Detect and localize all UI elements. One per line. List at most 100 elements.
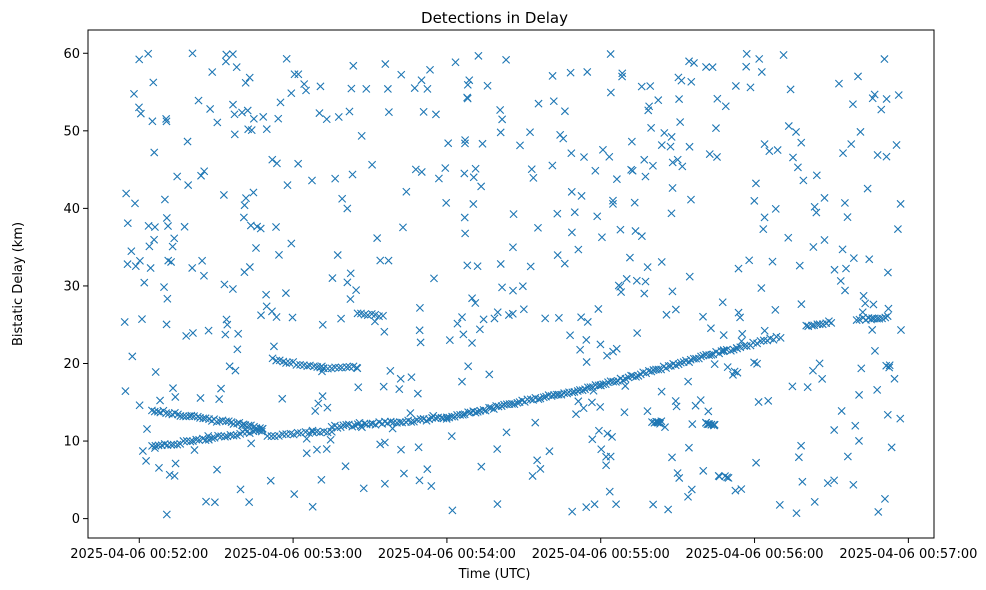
data-point <box>263 432 272 441</box>
data-point <box>843 213 852 222</box>
data-point <box>598 145 607 154</box>
data-point <box>395 418 404 427</box>
data-point <box>213 118 222 127</box>
data-point <box>485 403 494 412</box>
data-point <box>594 426 603 435</box>
data-point <box>633 329 642 338</box>
data-point <box>608 199 617 208</box>
data-point <box>317 475 326 484</box>
data-point <box>262 125 271 134</box>
data-point <box>509 286 517 295</box>
data-point <box>212 417 221 426</box>
data-point <box>857 364 866 373</box>
data-point <box>292 360 301 369</box>
data-point <box>597 233 606 242</box>
data-point <box>752 458 761 467</box>
data-point <box>830 265 839 274</box>
data-point <box>893 225 902 234</box>
data-point <box>548 71 557 80</box>
data-point <box>657 141 666 150</box>
data-point <box>426 65 435 74</box>
data-point <box>411 165 420 174</box>
data-point <box>314 399 323 408</box>
data-point <box>222 50 231 59</box>
data-point <box>406 409 415 418</box>
data-point <box>233 419 242 428</box>
data-point <box>193 412 202 421</box>
data-point <box>841 286 850 295</box>
data-point <box>131 262 140 271</box>
data-point <box>388 424 397 433</box>
data-point <box>276 98 285 107</box>
data-point <box>498 115 507 124</box>
data-point <box>577 191 586 200</box>
data-point <box>840 198 849 207</box>
data-point <box>283 181 292 190</box>
data-point <box>256 224 265 233</box>
data-point <box>759 225 768 234</box>
data-point <box>220 432 229 441</box>
data-point <box>668 287 677 296</box>
data-point <box>815 320 824 329</box>
data-point <box>710 360 719 369</box>
data-point <box>631 227 640 236</box>
data-point <box>245 498 254 507</box>
data-point <box>417 167 426 176</box>
data-point <box>184 181 193 190</box>
x-tick-label: 2025-04-06 00:54:00 <box>378 547 516 562</box>
y-tick-label: 60 <box>63 47 80 62</box>
data-point <box>646 82 655 91</box>
data-point <box>634 371 643 380</box>
y-tick-label: 20 <box>63 357 80 372</box>
data-point <box>460 213 469 222</box>
data-point <box>160 195 169 204</box>
data-point <box>737 485 746 494</box>
data-point <box>239 213 248 222</box>
data-point <box>706 324 715 333</box>
data-point <box>742 49 751 58</box>
data-point <box>444 139 453 148</box>
data-point <box>643 407 652 416</box>
data-point <box>459 330 468 339</box>
data-point <box>640 155 649 164</box>
data-point <box>548 161 557 170</box>
data-point <box>214 431 223 440</box>
data-point <box>578 386 587 395</box>
data-point <box>334 113 343 121</box>
data-point <box>259 112 268 121</box>
data-point <box>668 453 676 462</box>
data-point <box>226 430 235 439</box>
data-point <box>471 164 480 173</box>
data-point <box>416 338 425 347</box>
data-point <box>830 476 839 485</box>
data-point <box>247 439 256 448</box>
data-point <box>883 410 892 419</box>
data-point <box>368 160 377 169</box>
data-point <box>201 436 210 445</box>
data-point <box>612 500 621 509</box>
data-point <box>654 365 663 374</box>
data-point <box>786 85 795 94</box>
data-point <box>599 380 608 389</box>
data-point <box>272 313 281 322</box>
data-point <box>732 343 741 352</box>
data-point <box>664 505 673 514</box>
data-point <box>423 465 432 474</box>
data-point <box>138 447 147 456</box>
data-point <box>272 356 281 365</box>
data-point <box>471 298 480 307</box>
data-point <box>328 274 337 283</box>
data-point <box>236 485 245 494</box>
data-point <box>496 105 505 114</box>
data-point <box>713 94 722 103</box>
data-point <box>870 90 879 99</box>
data-point <box>478 139 487 148</box>
data-point <box>348 422 357 431</box>
data-point <box>380 479 389 488</box>
data-point <box>448 412 457 421</box>
data-point <box>657 417 666 426</box>
data-point <box>150 148 159 157</box>
data-point <box>479 315 488 324</box>
data-point <box>371 420 380 429</box>
data-point <box>151 441 160 450</box>
